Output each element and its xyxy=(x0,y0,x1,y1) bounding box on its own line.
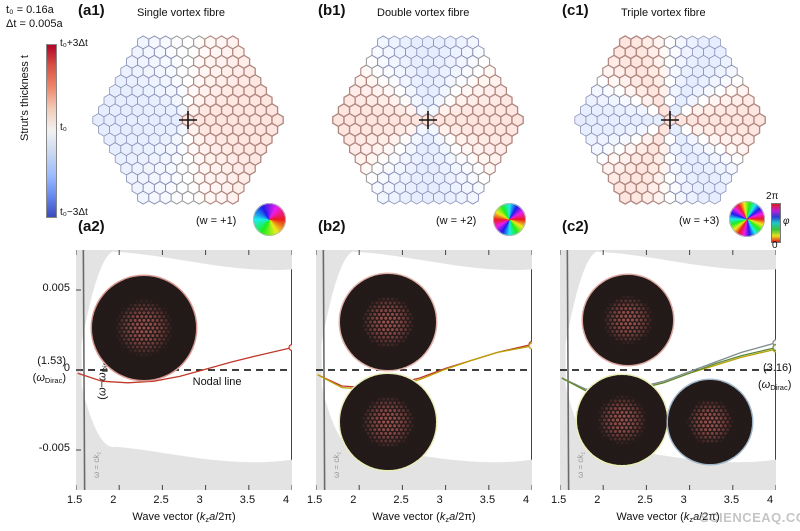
x-tick-label: 1.5 xyxy=(551,494,567,506)
dirac-symbol-a2: (ωDirac) xyxy=(32,372,66,385)
x-tick-label: 3.5 xyxy=(479,494,496,506)
panel-label-a1: (a1) xyxy=(78,2,105,19)
y-tick-label: 0 xyxy=(63,362,70,374)
phase-label-top: 2π xyxy=(766,191,779,202)
phase-wheel-a1 xyxy=(253,203,286,236)
panel-title-c1: Triple vortex fibre xyxy=(621,7,706,19)
x-tick-label: 2.5 xyxy=(637,494,653,506)
x-tick-label: 4 xyxy=(767,494,774,506)
winding-number-c1: (w = +3) xyxy=(679,215,720,227)
colorbar-tick-mid: t₀ xyxy=(60,122,67,133)
y-tick-label: 0.005 xyxy=(42,282,70,294)
dirac-symbol-c2: (ωDirac) xyxy=(758,379,792,392)
phase-wheel-c1 xyxy=(729,201,765,237)
dirac-frequency-c2: (3.16) xyxy=(763,362,792,374)
x-tick-label: 1.5 xyxy=(307,494,323,506)
panel-title-b1: Double vortex fibre xyxy=(377,7,470,19)
x-axis-label: Wave vector (kza/2π) xyxy=(372,511,476,524)
winding-number-a1: (w = +1) xyxy=(196,215,237,227)
phase-colorbar xyxy=(771,203,781,243)
x-tick-label: 3.5 xyxy=(723,494,740,506)
x-tick-label: 1.5 xyxy=(67,494,83,506)
x-axis-label: Wave vector (kza/2π) xyxy=(132,511,236,524)
x-tick-label: 2.5 xyxy=(153,494,169,506)
x-tick-label: 3 xyxy=(436,494,443,506)
colorbar-tick-top: t₀+3Δt xyxy=(60,38,88,49)
param-t0: t₀ = 0.16a xyxy=(6,4,54,16)
y-tick-label: -0.005 xyxy=(38,442,70,454)
fibre-cross-section-a1 xyxy=(88,20,288,220)
panel-label-c2: (c2) xyxy=(562,218,589,235)
x-tick-label: 3.5 xyxy=(239,494,256,506)
dirac-frequency-a2: (1.53) xyxy=(37,355,66,367)
fibre-cross-section-c1 xyxy=(570,20,770,220)
x-tick-label: 4 xyxy=(523,494,530,506)
panel-label-b2: (b2) xyxy=(318,218,346,235)
panel-label-c1: (c1) xyxy=(562,2,589,19)
light-line-label: ω = ckz xyxy=(91,451,102,478)
phase-wheel-b1 xyxy=(493,203,526,236)
fibre-cross-section-b1 xyxy=(328,20,528,220)
dispersion-plot-b2: 1.5 2 2.5 3 3.5 4 Wave vector (kza/2π) ω = ckz xyxy=(307,250,532,524)
x-tick-label: 2 xyxy=(350,494,357,506)
x-tick-label: 3 xyxy=(680,494,687,506)
x-axis-label: Wave vector (kza/2π) xyxy=(616,511,720,524)
param-dt: Δt = 0.005a xyxy=(6,18,63,30)
x-tick-label: 4 xyxy=(283,494,290,506)
colorbar-tick-bottom: t₀−3Δt xyxy=(60,207,88,218)
strut-thickness-colorbar: Strut's thickness t t₀+3Δt t₀ t₀−3Δt xyxy=(6,38,88,220)
panel-title-a1: Single vortex fibre xyxy=(137,7,226,19)
x-tick-label: 2 xyxy=(594,494,601,506)
nodal-line-label: Nodal line xyxy=(192,376,242,388)
phase-symbol: φ xyxy=(783,216,790,227)
colorbar-axis-label: Strut's thickness t xyxy=(19,55,31,141)
dispersion-plot-c2: 1.5 2 2.5 3 3.5 4 Wave vector (kza/2π) ω = ckz xyxy=(551,250,776,524)
simulation-parameters: t₀ = 0.16a Δt = 0.005a xyxy=(6,3,63,31)
phase-label-bottom: 0 xyxy=(772,240,778,251)
x-tick-label: 2 xyxy=(110,494,117,506)
watermark: SCIENCEAQ.COM xyxy=(700,510,800,525)
panel-label-b1: (b1) xyxy=(318,2,346,19)
panel-label-a2: (a2) xyxy=(78,218,105,235)
x-tick-label: 3 xyxy=(196,494,203,506)
winding-number-b1: (w = +2) xyxy=(436,215,477,227)
colorbar-gradient xyxy=(46,44,57,218)
x-tick-label: 2.5 xyxy=(393,494,409,506)
light-line-label: ω = ckz xyxy=(575,451,586,478)
light-line-label: ω = ckz xyxy=(331,451,342,478)
